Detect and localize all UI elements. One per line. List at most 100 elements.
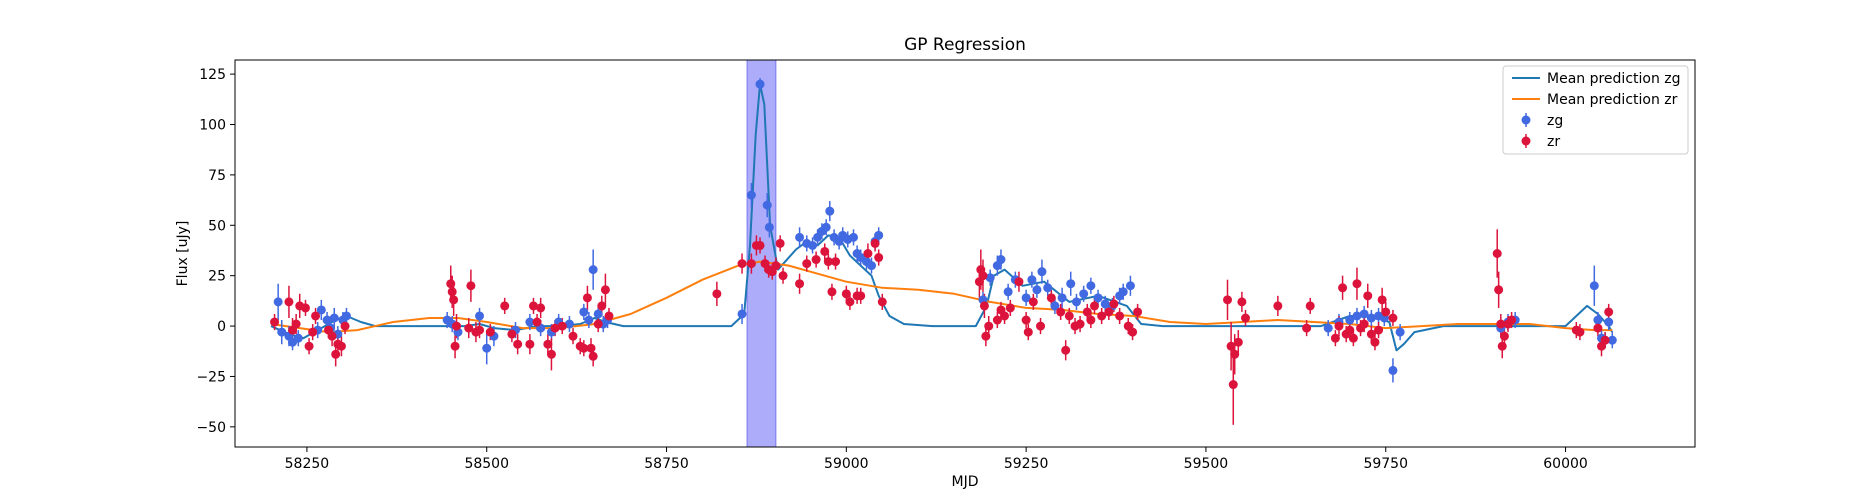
data-point-zr	[586, 343, 596, 353]
x-axis-label: MJD	[952, 474, 979, 490]
data-point-zr	[1082, 307, 1092, 317]
data-point-zg	[1027, 275, 1037, 285]
data-point-zr	[1115, 311, 1125, 321]
legend-label: Mean prediction zr	[1547, 92, 1678, 108]
data-point-zr	[1056, 307, 1066, 317]
data-point-zr	[775, 238, 785, 248]
data-point-zr	[1499, 331, 1509, 341]
data-point-zr	[1496, 319, 1506, 329]
data-point-zr	[449, 295, 459, 305]
data-point-zg	[564, 319, 574, 329]
data-point-zr	[1492, 249, 1502, 258]
data-point-zr	[877, 297, 887, 307]
data-point-zr	[588, 351, 598, 361]
data-point-zr	[856, 291, 866, 301]
data-point-zg	[341, 311, 351, 321]
data-point-zg	[273, 297, 283, 307]
data-point-zr	[811, 255, 821, 265]
data-point-zr	[452, 321, 462, 331]
data-point-zr	[336, 341, 346, 351]
data-point-zg	[808, 240, 818, 250]
data-point-zr	[450, 341, 460, 351]
data-point-zr	[532, 317, 542, 327]
data-point-zr	[304, 341, 314, 351]
data-point-zg	[1021, 293, 1031, 303]
data-point-zr	[802, 259, 812, 269]
data-point-zg	[1118, 287, 1128, 297]
data-point-zr	[737, 259, 747, 269]
data-point-zr	[1302, 323, 1312, 333]
data-point-zr	[827, 287, 837, 297]
data-point-zr	[1104, 307, 1114, 317]
data-point-zr	[331, 349, 341, 359]
data-point-zg	[1079, 289, 1089, 299]
data-point-zg	[322, 315, 332, 325]
data-point-zr	[1237, 297, 1247, 307]
data-point-zr	[746, 259, 756, 269]
data-point-zr	[507, 329, 517, 339]
data-point-zr	[1377, 295, 1387, 305]
data-point-zr	[1507, 315, 1517, 325]
data-point-zr	[1273, 301, 1283, 311]
data-point-zr	[831, 257, 841, 267]
data-point-zg	[746, 190, 756, 200]
data-point-zg	[588, 265, 598, 275]
data-point-zr	[1230, 349, 1240, 359]
data-point-zr	[1334, 321, 1344, 331]
x-tick-label: 59250	[1004, 456, 1049, 472]
data-point-zr	[1014, 277, 1024, 287]
y-tick-label: 50	[208, 218, 226, 234]
data-point-zr	[291, 319, 301, 329]
y-tick-label: 0	[217, 319, 226, 335]
data-point-zr	[1345, 325, 1355, 335]
data-point-zr	[1494, 285, 1504, 295]
data-point-zr	[771, 261, 781, 271]
data-point-zr	[1133, 307, 1143, 317]
data-point-zr	[1046, 293, 1056, 303]
data-point-zr	[1021, 315, 1031, 325]
data-point-zr	[795, 279, 805, 289]
data-point-zr	[1075, 319, 1085, 329]
data-point-zr	[485, 327, 495, 337]
data-point-zr	[528, 301, 538, 311]
data-point-zg	[1032, 285, 1042, 295]
legend-swatch-marker	[1521, 136, 1531, 146]
data-point-zr	[311, 311, 321, 321]
data-point-zg	[737, 309, 747, 319]
marker-layer	[270, 79, 1617, 390]
data-point-zr	[823, 257, 833, 267]
data-point-zg	[1604, 317, 1614, 327]
data-point-zr	[1497, 341, 1507, 351]
chart-title: GP Regression	[904, 35, 1026, 55]
data-point-zr	[536, 303, 546, 313]
data-point-zr	[1348, 333, 1358, 343]
data-point-zr	[466, 281, 476, 291]
y-tick-label: −25	[196, 369, 226, 385]
data-point-zr	[300, 303, 310, 313]
data-point-zg	[764, 222, 774, 232]
data-point-zg	[1037, 267, 1047, 277]
data-point-zr	[543, 339, 553, 349]
data-point-zr	[550, 323, 560, 333]
data-point-zg	[874, 230, 884, 240]
data-point-zr	[582, 293, 592, 303]
data-point-zr	[1086, 315, 1096, 325]
data-point-zg	[329, 313, 339, 323]
errorbar-layer	[273, 78, 1614, 425]
data-point-zr	[1036, 321, 1046, 331]
data-point-zr	[1023, 327, 1033, 337]
data-point-zg	[1589, 281, 1599, 291]
data-point-zr	[1593, 323, 1603, 333]
data-point-zr	[1305, 301, 1315, 311]
data-point-zg	[1003, 287, 1013, 297]
data-point-zg	[1066, 279, 1076, 289]
data-point-zr	[1374, 325, 1384, 335]
y-tick-label: 125	[199, 67, 226, 83]
data-point-zr	[1575, 327, 1585, 337]
data-point-zr	[1240, 313, 1250, 323]
data-point-zr	[778, 271, 788, 281]
data-point-zg	[1366, 313, 1376, 323]
y-axis-ticks: −50 −25 0 25 50 75 100 125	[196, 67, 235, 436]
data-point-zg	[1323, 323, 1333, 333]
x-tick-label: 59750	[1363, 456, 1408, 472]
